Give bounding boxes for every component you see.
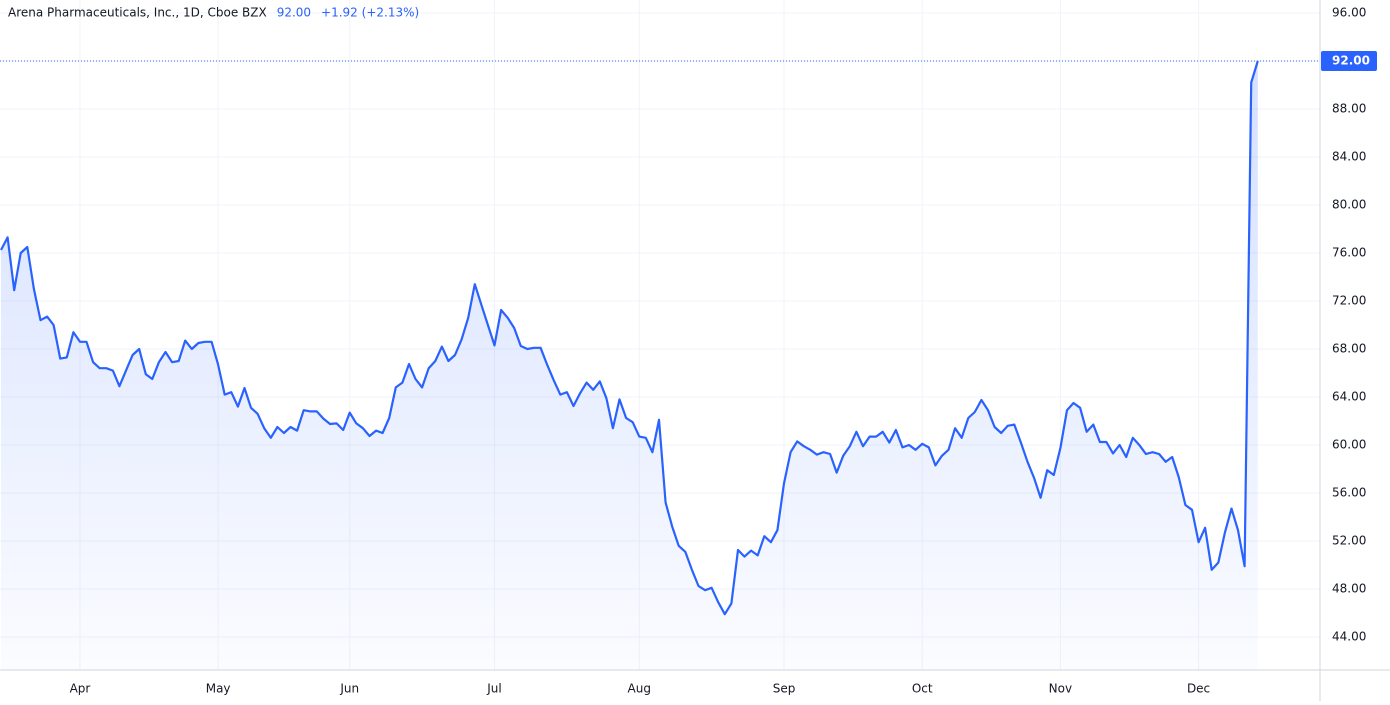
price-line [0,60,1259,616]
x-tick-label: Sep [773,682,796,696]
header-change: +1.92 (+2.13%) [321,6,419,20]
y-tick-label: 76.00 [1332,245,1366,259]
x-tick-label: Oct [912,682,933,696]
x-tick-label: Jul [486,682,501,696]
y-tick-label: 88.00 [1332,101,1366,115]
y-tick-label: 96.00 [1332,5,1366,19]
y-tick-label: 52.00 [1332,533,1366,547]
y-tick-label: 68.00 [1332,341,1366,355]
x-tick-label: Nov [1049,682,1072,696]
y-tick-label: 44.00 [1332,629,1366,643]
x-tick-label: Jun [339,682,359,696]
x-tick-label: Aug [628,682,651,696]
y-tick-label: 80.00 [1332,197,1366,211]
x-tick-label: May [206,682,231,696]
x-tick-label: Apr [70,682,91,696]
y-tick-label: 72.00 [1332,293,1366,307]
header-price: 92.00 [277,6,311,20]
area-fill [1,61,1258,670]
y-tick-label: 60.00 [1332,437,1366,451]
y-tick-label: 48.00 [1332,581,1366,595]
y-tick-label: 84.00 [1332,149,1366,163]
last-price-label: 92.00 [1332,53,1370,67]
last-price-badge [1321,50,1377,71]
x-tick-label: Dec [1187,682,1210,696]
y-tick-label: 56.00 [1332,485,1366,499]
y-tick-label: 64.00 [1332,389,1366,403]
plot [0,60,1259,670]
chart-title: Arena Pharmaceuticals, Inc., 1D, Cboe BZ… [8,6,267,20]
